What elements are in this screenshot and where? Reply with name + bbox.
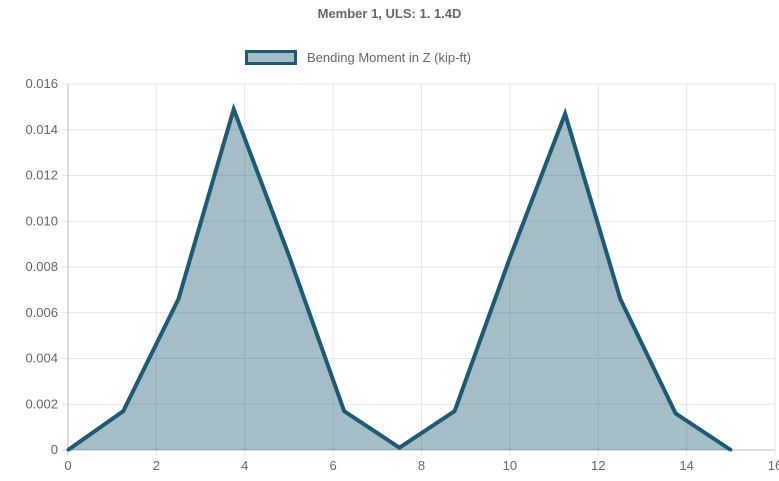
data-point bbox=[121, 409, 125, 413]
x-tick-label: 10 bbox=[503, 458, 517, 473]
x-tick-label: 16 bbox=[768, 458, 779, 473]
x-tick-label: 6 bbox=[330, 458, 337, 473]
data-point bbox=[729, 448, 733, 452]
y-tick-label: 0.006 bbox=[25, 305, 58, 320]
chart-title: Member 1, ULS: 1. 1.4D bbox=[317, 6, 462, 21]
x-tick-label: 4 bbox=[241, 458, 248, 473]
data-point bbox=[66, 448, 70, 452]
series-bending-moment bbox=[66, 102, 733, 452]
x-tick-label: 12 bbox=[591, 458, 605, 473]
legend-swatch bbox=[245, 50, 297, 65]
data-point bbox=[674, 411, 678, 415]
y-tick-label: 0.012 bbox=[25, 168, 58, 183]
y-tick-label: 0.016 bbox=[25, 76, 58, 91]
y-tick-label: 0 bbox=[51, 442, 58, 457]
legend-label: Bending Moment in Z (kip-ft) bbox=[307, 50, 472, 65]
data-point bbox=[397, 446, 401, 450]
x-tick-label: 14 bbox=[679, 458, 693, 473]
data-point bbox=[563, 112, 567, 116]
grid-lines bbox=[62, 83, 776, 456]
axes bbox=[67, 84, 775, 451]
data-point bbox=[342, 409, 346, 413]
y-tick-label: 0.010 bbox=[25, 213, 58, 228]
x-tick-label: 0 bbox=[64, 458, 71, 473]
y-tick-label: 0.002 bbox=[25, 396, 58, 411]
data-point bbox=[453, 409, 457, 413]
y-tick-label: 0.004 bbox=[25, 351, 58, 366]
series-area bbox=[68, 109, 731, 450]
data-point bbox=[287, 254, 291, 258]
data-point bbox=[618, 297, 622, 301]
data-point bbox=[232, 107, 236, 111]
data-point bbox=[176, 297, 180, 301]
y-tick-label: 0.008 bbox=[25, 259, 58, 274]
data-point bbox=[508, 256, 512, 260]
x-tick-label: 2 bbox=[153, 458, 160, 473]
y-tick-label: 0.014 bbox=[25, 122, 58, 137]
tick-labels: 0 2 4 6 8 10 12 14 16 0 0.002 0.004 0.006 0.008 0.010 0… bbox=[25, 76, 779, 473]
x-tick-label: 8 bbox=[418, 458, 425, 473]
legend[interactable]: Bending Moment in Z (kip-ft) bbox=[245, 50, 471, 65]
